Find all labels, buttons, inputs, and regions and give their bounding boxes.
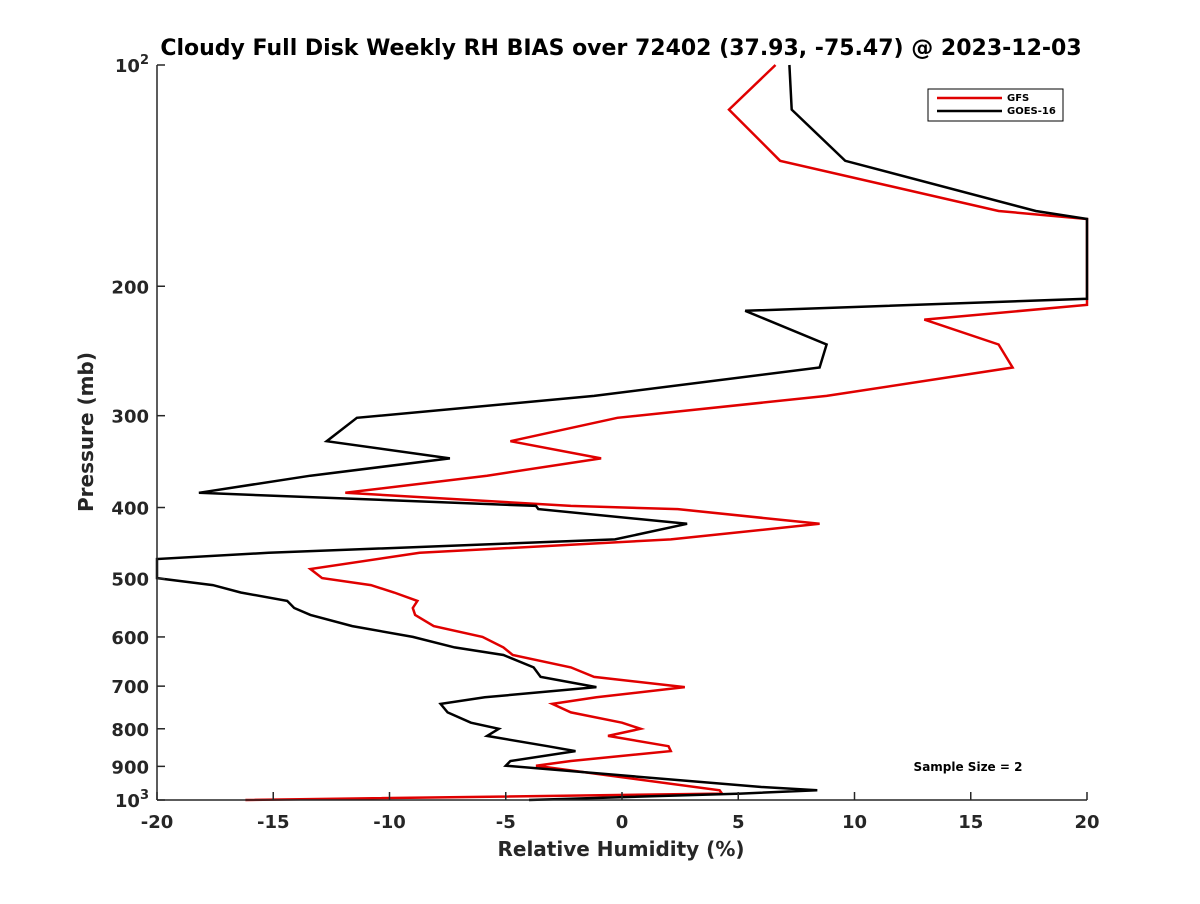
y-tick-label-5: 600: [111, 628, 149, 649]
x-tick-label-2: -10: [373, 812, 406, 833]
y-tick-label-0: 102: [115, 53, 149, 77]
x-tick-label-0: -20: [141, 812, 174, 833]
chart-title: Cloudy Full Disk Weekly RH BIAS over 724…: [160, 36, 1081, 61]
series-line-0: [245, 64, 1089, 802]
y-tick-label-9: 103: [115, 788, 149, 812]
x-tick-label-8: 20: [1074, 812, 1099, 833]
y-tick-label-1: 200: [111, 277, 149, 298]
x-tick-label-5: 5: [732, 812, 745, 833]
plot-area: -20 -15 -10 -5 0 5 10 15 20 102 200 300 400 500 600 70…: [111, 53, 1099, 833]
sample-size-annotation: Sample Size = 2: [914, 760, 1023, 774]
legend-label-gfs: GFS: [1007, 93, 1029, 104]
y-tick-label-2: 300: [111, 407, 149, 428]
axes-background: [157, 65, 1087, 800]
y-tick-label-3: 400: [111, 499, 149, 520]
x-tick-label-3: -5: [496, 812, 516, 833]
x-tick-label-4: 0: [616, 812, 629, 833]
y-axis-label: Pressure (mb): [74, 352, 98, 512]
x-tick-label-6: 10: [842, 812, 867, 833]
x-tick-label-1: -15: [257, 812, 290, 833]
legend: GFS GOES-16: [927, 88, 1064, 122]
legend-box: [927, 88, 1064, 122]
x-ticks: -20 -15 -10 -5 0 5 10 15 20: [141, 792, 1100, 833]
series-layer: [155, 64, 1089, 802]
y-ticks: 102 200 300 400 500 600 700 800 900 103: [111, 53, 165, 812]
y-tick-label-6: 700: [111, 677, 149, 698]
x-axis-label: Relative Humidity (%): [497, 837, 744, 861]
y-tick-label-4: 500: [111, 570, 149, 591]
series-line-1: [155, 64, 1089, 802]
legend-label-goes16: GOES-16: [1007, 106, 1056, 117]
x-tick-label-7: 15: [958, 812, 983, 833]
y-tick-label-8: 900: [111, 757, 149, 778]
y-tick-label-7: 800: [111, 720, 149, 741]
